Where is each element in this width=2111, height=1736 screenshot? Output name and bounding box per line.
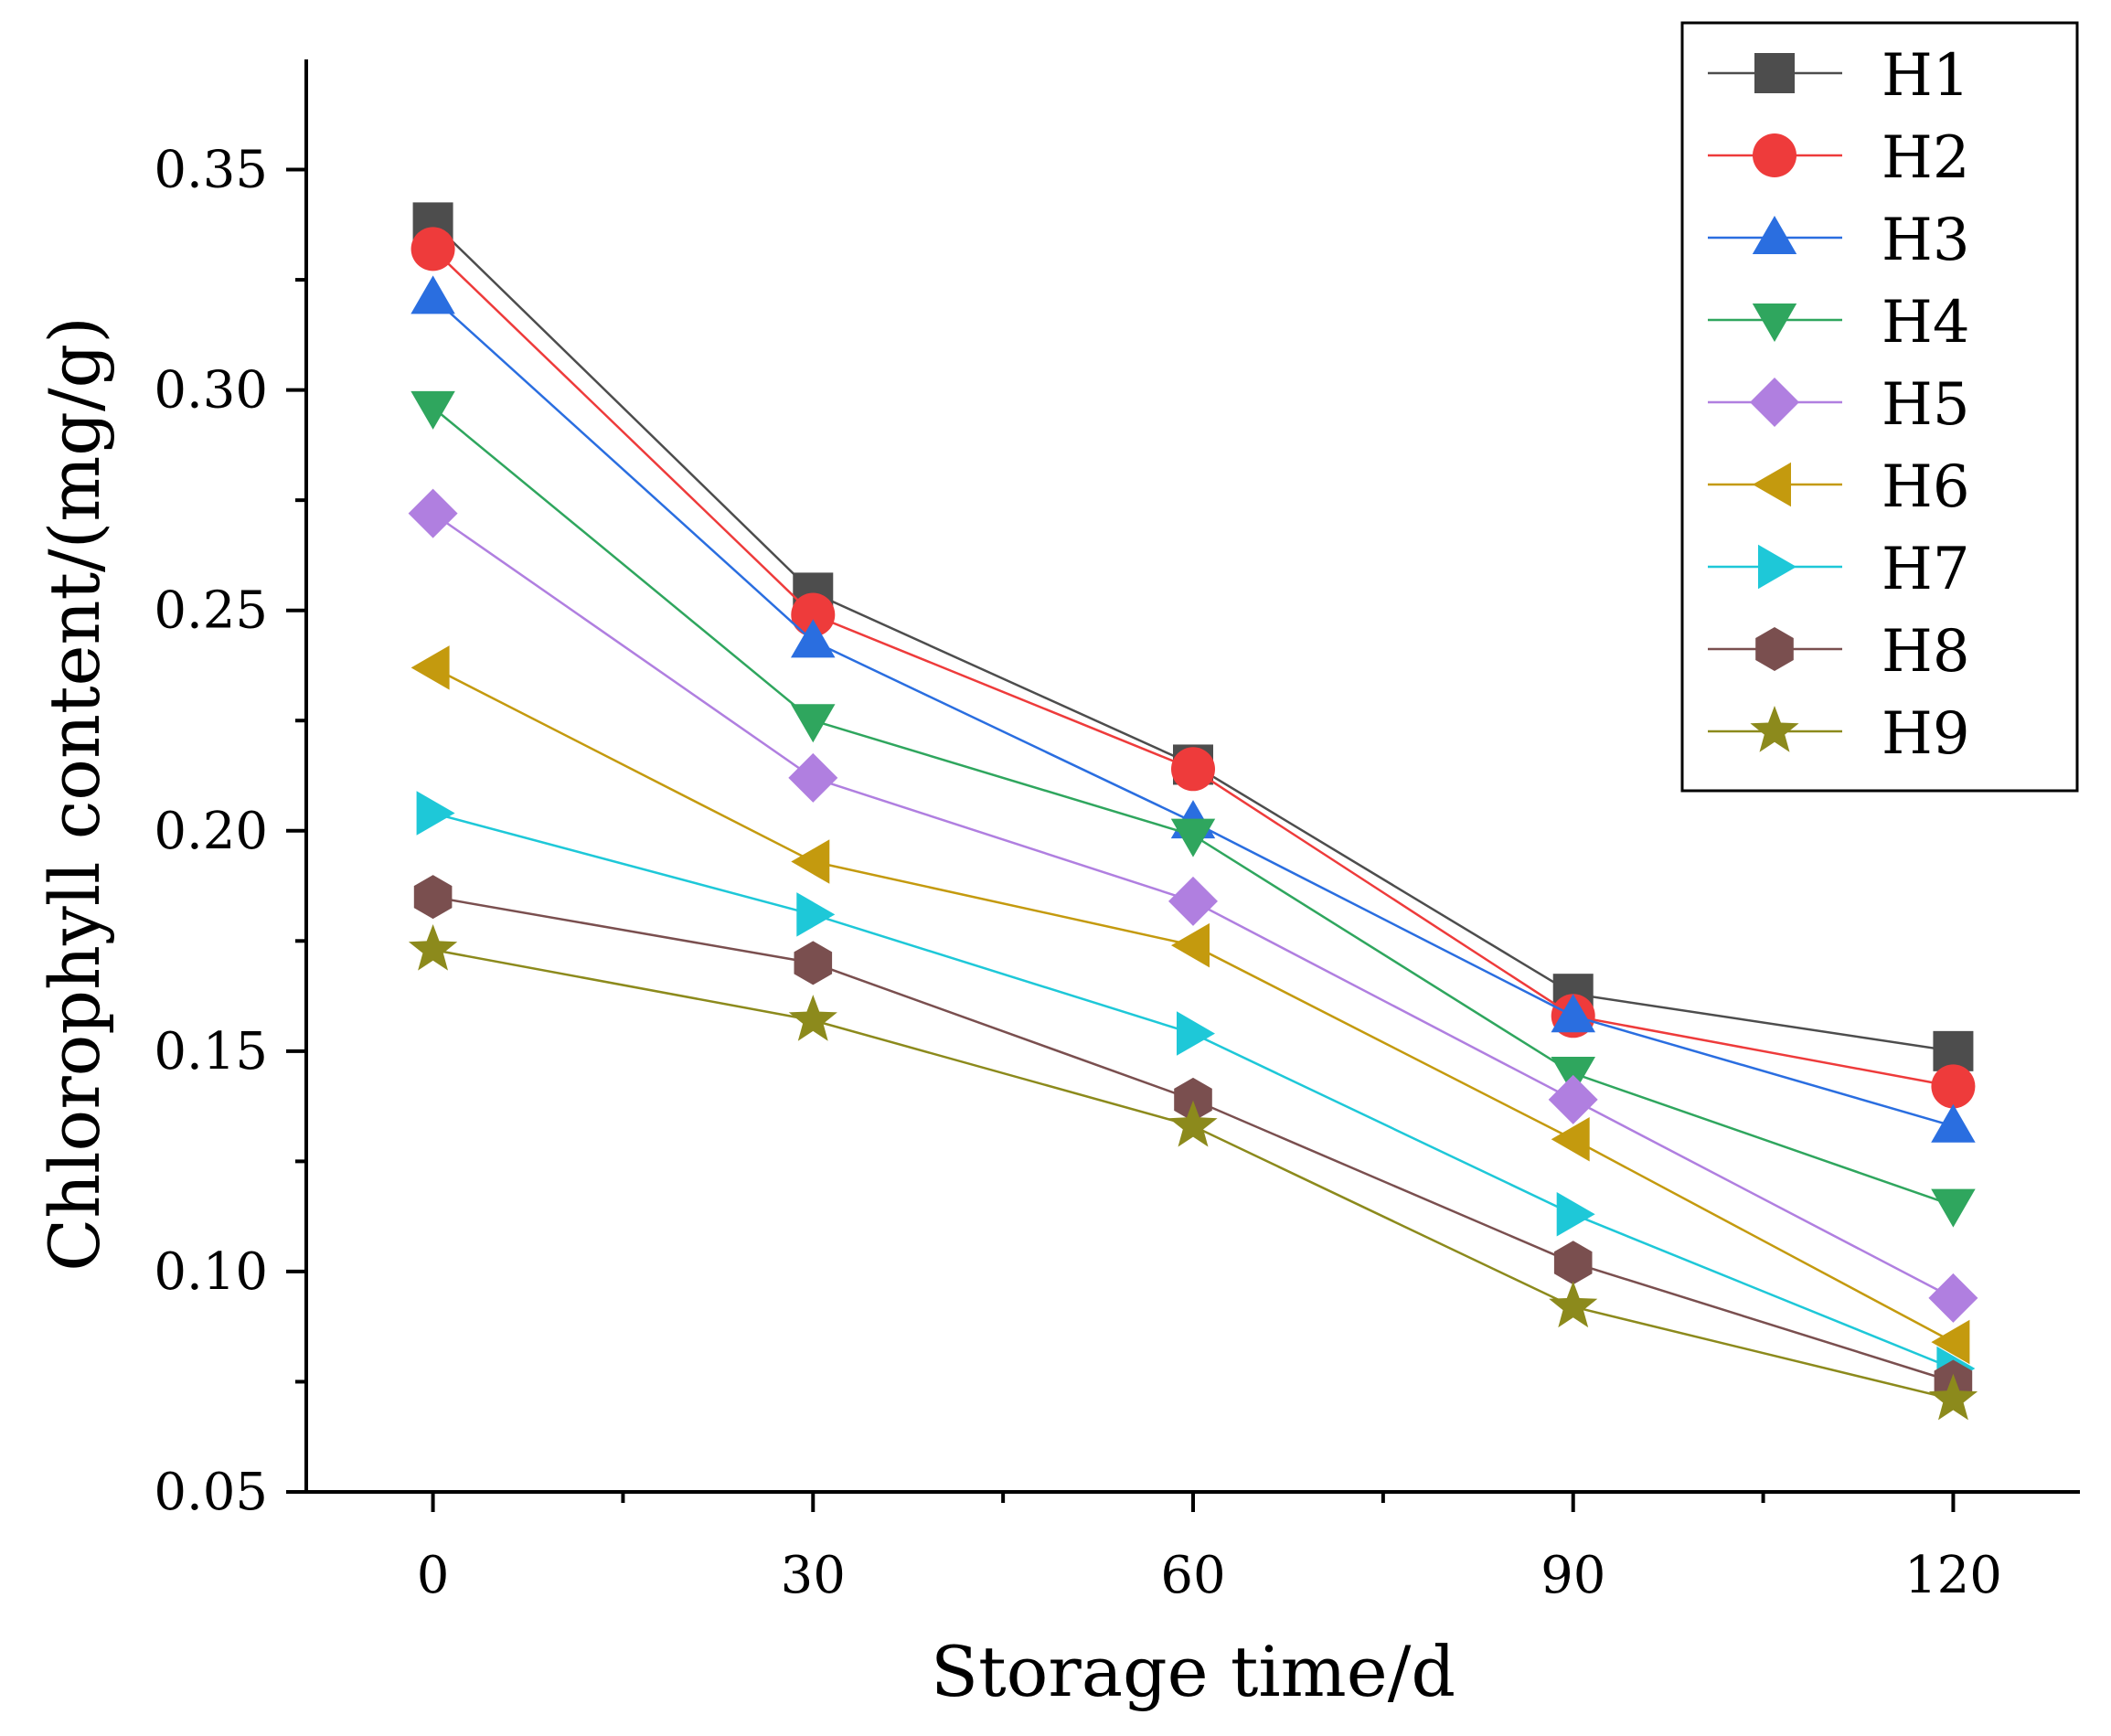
series-h6 — [410, 645, 1970, 1365]
legend-marker-h4 — [1752, 304, 1797, 342]
series-layer — [408, 202, 1978, 1421]
series-h9-point — [1168, 1100, 1218, 1147]
series-h9-point — [408, 924, 458, 971]
series-h5-point — [1168, 876, 1218, 926]
series-h5-point — [408, 488, 458, 538]
series-h2-point — [410, 227, 455, 272]
y-tick-label: 0.10 — [154, 1242, 268, 1302]
series-h9-point — [1549, 1281, 1598, 1328]
series-h9 — [408, 924, 1978, 1421]
series-h7-point — [1177, 1011, 1215, 1056]
series-h5 — [408, 488, 1978, 1323]
legend-label-h6: H6 — [1882, 453, 1970, 521]
legend-label-h8: H8 — [1882, 618, 1970, 686]
series-h6-point — [1551, 1117, 1590, 1162]
series-h3-point — [1931, 1103, 1976, 1143]
legend-marker-h2 — [1753, 133, 1796, 177]
legend-label-h3: H3 — [1882, 207, 1970, 274]
series-h2-point — [1171, 747, 1215, 792]
legend-label-h2: H2 — [1882, 124, 1970, 192]
series-h6-point — [1171, 922, 1210, 968]
legend-marker-h8 — [1755, 627, 1794, 671]
x-tick-label: 60 — [1160, 1546, 1225, 1605]
series-h7-point — [796, 892, 836, 937]
series-h4-point — [1931, 1188, 1976, 1228]
y-tick-label: 0.35 — [154, 141, 268, 200]
legend-item-h4: H4 — [1708, 289, 1970, 357]
legend-item-h3: H3 — [1708, 207, 1970, 274]
y-tick-label: 0.20 — [154, 802, 268, 861]
legend-label-h7: H7 — [1882, 536, 1970, 603]
legend: H1 H2 H3 H4 H5 H6 H7 H8 H9 — [1680, 21, 2079, 793]
legend-item-h1: H1 — [1708, 42, 1970, 110]
legend-label-h4: H4 — [1882, 289, 1970, 357]
legend-box — [1680, 21, 2079, 793]
x-tick-label: 90 — [1541, 1546, 1605, 1605]
series-h5-point — [1548, 1074, 1598, 1124]
y-tick-label: 0.15 — [154, 1022, 268, 1081]
x-tick-label: 120 — [1904, 1546, 2002, 1605]
series-h4-point — [791, 704, 836, 743]
legend-marker-h7 — [1758, 544, 1796, 590]
y-axis-title: Chlorophyll content/(mg/g) — [34, 316, 115, 1272]
series-h8-point — [1174, 1077, 1212, 1122]
series-h8-line — [432, 895, 1954, 1383]
series-h4-point — [1170, 818, 1216, 857]
series-h6-point — [410, 645, 450, 690]
y-tick-label: 0.30 — [154, 361, 268, 421]
legend-item-h8: H8 — [1708, 618, 1970, 686]
x-axis-title: Storage time/d — [931, 1631, 1455, 1712]
y-tick-label: 0.05 — [154, 1463, 268, 1522]
legend-marker-h5 — [1750, 378, 1799, 427]
series-h6-point — [791, 839, 830, 884]
series-h7-point — [1556, 1192, 1595, 1237]
series-h7-point — [416, 791, 455, 836]
series-h4-point — [410, 390, 455, 430]
x-tick-label: 30 — [781, 1546, 846, 1605]
series-h8-point — [794, 941, 833, 985]
series-h8-point — [1553, 1241, 1593, 1285]
legend-label-h9: H9 — [1882, 700, 1970, 768]
y-tick-label: 0.25 — [154, 581, 268, 641]
series-h8-point — [413, 875, 453, 920]
legend-item-h2: H2 — [1708, 124, 1970, 192]
x-tick-label: 0 — [417, 1546, 450, 1605]
series-h3-point — [791, 619, 836, 658]
legend-item-h6: H6 — [1708, 453, 1970, 521]
series-h2-point — [1931, 1064, 1976, 1109]
series-h3-point — [1551, 994, 1595, 1033]
series-h3-point — [410, 275, 455, 314]
legend-marker-h6 — [1753, 462, 1791, 507]
legend-marker-h3 — [1752, 216, 1797, 254]
axes: 0.05 0.10 0.15 0.20 0.25 0.30 0.35 0 30 60 90 120 — [154, 59, 2080, 1605]
series-h9-point — [788, 995, 837, 1041]
legend-label-h1: H1 — [1882, 42, 1970, 110]
legend-marker-h9 — [1750, 706, 1799, 752]
legend-item-h7: H7 — [1708, 536, 1970, 603]
series-h9-point — [1928, 1373, 1978, 1421]
series-h6-point — [1931, 1319, 1970, 1365]
series-h5-point — [1928, 1273, 1978, 1323]
legend-label-h5: H5 — [1882, 371, 1970, 439]
series-h5-point — [788, 752, 838, 803]
legend-item-h5: H5 — [1708, 371, 1970, 439]
legend-marker-h1 — [1754, 53, 1795, 93]
series-h2-point — [791, 592, 836, 637]
legend-item-h9: H9 — [1708, 700, 1970, 768]
